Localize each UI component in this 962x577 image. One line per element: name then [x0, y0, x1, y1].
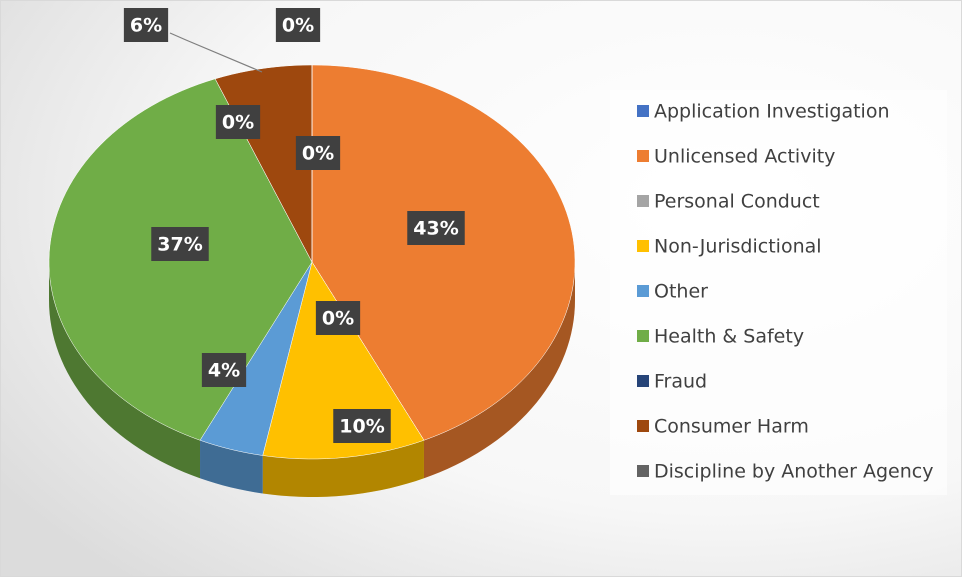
data-label-box — [201, 353, 247, 387]
slice-side — [262, 440, 424, 497]
legend-label: Personal Conduct — [654, 191, 820, 213]
data-label-box — [333, 409, 391, 443]
data-label-box — [215, 105, 261, 139]
slice-side-shade — [262, 440, 424, 497]
data-label-box — [315, 301, 361, 335]
slice-side — [200, 440, 263, 494]
data-label-box — [123, 8, 169, 42]
legend-label: Health & Safety — [654, 326, 804, 348]
legend-label: Consumer Harm — [654, 416, 809, 438]
data-label: 6% — [130, 15, 162, 37]
data-label: 10% — [339, 416, 384, 438]
data-label: 0% — [282, 15, 314, 37]
data-label: 0% — [302, 143, 334, 165]
legend-label: Unlicensed Activity — [654, 146, 835, 168]
legend: Application Investigation Unlicensed Acti… — [637, 101, 933, 483]
legend-swatch — [637, 150, 649, 162]
pie-slices — [48, 64, 576, 460]
legend-label: Discipline by Another Agency — [654, 461, 933, 483]
legend-label: Fraud — [654, 371, 707, 393]
legend-swatch — [637, 465, 649, 477]
legend-swatch — [637, 285, 649, 297]
data-label: 0% — [222, 112, 254, 134]
leader-line — [169, 32, 263, 73]
data-label-box — [275, 8, 321, 42]
data-label-box — [407, 211, 465, 245]
pie-slice — [311, 64, 576, 441]
legend-box — [610, 90, 947, 495]
legend-swatch — [637, 420, 649, 432]
legend-swatch — [637, 375, 649, 387]
data-label: 0% — [322, 308, 354, 330]
slice-side-shade — [200, 440, 263, 494]
data-label: 4% — [208, 360, 240, 382]
legend-label: Non-Jurisdictional — [654, 236, 822, 258]
legend-swatch — [637, 240, 649, 252]
legend-swatch — [637, 195, 649, 207]
data-label: 37% — [157, 234, 202, 256]
data-label-box — [151, 227, 209, 261]
legend-label: Other — [654, 281, 708, 303]
data-label: 43% — [413, 218, 458, 240]
legend-swatch — [637, 330, 649, 342]
data-labels: 0% 43% 0% 10% 4% 37% 0% 6% 0% — [123, 8, 465, 443]
data-label-box — [295, 136, 341, 170]
legend-label: Application Investigation — [654, 101, 890, 123]
pie-slice — [199, 261, 313, 456]
legend-swatch — [637, 105, 649, 117]
